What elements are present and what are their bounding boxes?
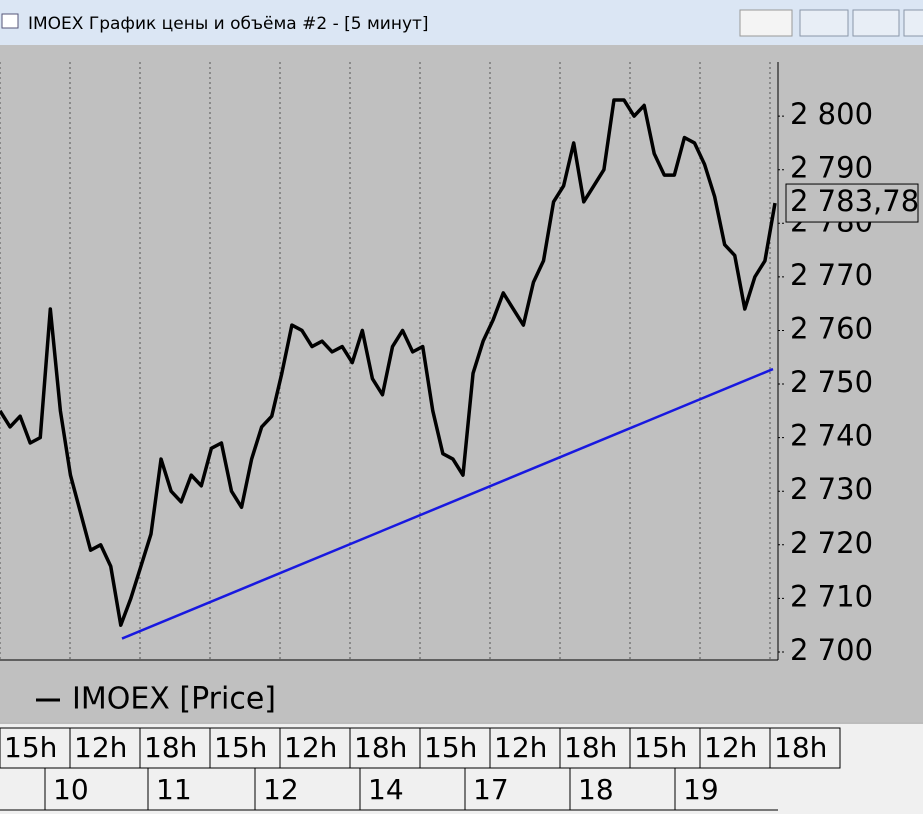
day-label: 10: [53, 773, 89, 806]
chart-area: [0, 45, 923, 722]
y-tick-label: 2 700: [790, 633, 873, 667]
last-price-box: [785, 183, 919, 223]
hour-label: 12h: [494, 731, 547, 764]
y-tick-label: 2 800: [790, 97, 873, 131]
day-label: 14: [368, 773, 404, 806]
minimize-button[interactable]: [799, 9, 849, 37]
y-tick-label: 2 730: [790, 472, 873, 506]
y-tick-label: 2 760: [790, 311, 873, 345]
hour-label: 12h: [74, 731, 127, 764]
day-label: 18: [578, 773, 614, 806]
hour-cell: [769, 727, 841, 769]
y-tick-label: 2 740: [790, 419, 873, 453]
day-label: 11: [156, 773, 192, 806]
hour-label: 18h: [774, 731, 827, 764]
hour-label: 12h: [284, 731, 337, 764]
day-label: 17: [473, 773, 509, 806]
maximize-button[interactable]: [852, 9, 900, 37]
trend-line: [121, 367, 774, 640]
y-tick-label: 2 770: [790, 258, 873, 292]
hour-label: 12h: [704, 731, 757, 764]
y-tick-label: 2 710: [790, 579, 873, 613]
day-label: 19: [683, 773, 719, 806]
last-price-label: 2 783,78: [790, 184, 919, 218]
y-tick-label: 2 790: [790, 151, 873, 185]
hour-label: 18h: [354, 731, 407, 764]
day-label: 12: [263, 773, 299, 806]
legend-label: IMOEX [Price]: [72, 682, 276, 717]
hour-label: 15h: [214, 731, 267, 764]
close-button[interactable]: [903, 9, 923, 37]
hour-label: 18h: [144, 731, 197, 764]
y-tick-label: 2 720: [790, 526, 873, 560]
window-icon: [1, 13, 19, 29]
y-tick-label: 2 750: [790, 365, 873, 399]
hour-label: 15h: [634, 731, 687, 764]
price-line: [0, 98, 777, 627]
hour-label: 15h: [4, 731, 57, 764]
window-title: IMOEX График цены и объёма #2 - [5 минут…: [28, 14, 429, 34]
hour-label: 18h: [564, 731, 617, 764]
hour-label: 15h: [424, 731, 477, 764]
restore-button[interactable]: [739, 9, 793, 37]
